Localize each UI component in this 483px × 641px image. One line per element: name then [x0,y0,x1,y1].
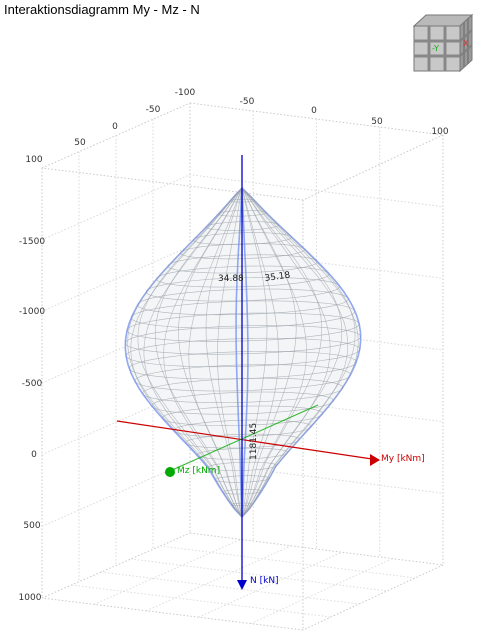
my-tick-label: -100 [175,88,196,98]
surface-fill [125,188,361,517]
my-tick-label: -50 [240,97,255,107]
value-label-1: 34.88 [218,274,244,284]
surface-main-meridian [124,187,243,518]
surface-meridian [178,187,243,518]
surface-meridian [137,187,243,518]
box-edge [302,564,444,631]
my-tick-label: 100 [431,127,448,137]
surface-meridian [205,187,243,518]
n-tick-label: -1500 [19,237,45,247]
surface-main-meridian [235,187,243,518]
surface-meridian [188,187,243,518]
n-tick-label: 500 [23,521,40,531]
axis-ticks: -100-50050100500-50100-1500-1000-5000500… [19,88,449,603]
coordinate-axes: My [kNm] Mz [kNm] N [kN] [116,155,425,590]
wall-gridline [41,460,444,527]
n-tick-label: 100 [25,155,42,165]
floor-gridline [93,538,241,605]
mz-tick-label: 0 [112,122,118,132]
surface-meridian [241,187,359,518]
wall-gridline [41,174,444,241]
box-edge [41,532,191,599]
mz-tick-label: 50 [74,138,86,148]
floor-gridline [130,558,388,592]
view-cube-front-label: -Y [432,44,439,53]
box-edge [189,102,444,136]
interaction-surface [124,187,362,518]
floor-gridline [250,558,393,625]
n-tick-label: -500 [22,379,43,389]
n-tick-label: 0 [31,450,37,460]
chart-title: Interaktionsdiagramm My - Mz - N [4,2,200,17]
n-tick-label: 1000 [19,593,42,603]
n-axis-label: N [kN] [250,576,279,586]
surface-meridian [241,187,279,518]
value-labels: 34.88 35.18 1181.45 [218,270,291,460]
surface-meridian [241,187,323,518]
box-edge [189,532,444,566]
surface-main-meridian [241,187,249,518]
floor-gridline [71,584,332,618]
surface-meridian [127,187,243,518]
surface-meridian [217,187,243,518]
my-tick-label: 0 [311,106,317,116]
mz-axis-marker[interactable] [165,467,175,477]
surface-meridian [241,187,343,518]
surface-meridian [241,187,268,518]
mz-axis-line [169,404,319,472]
mz-tick-label: -50 [146,105,161,115]
view-cube[interactable]: -Y X [410,12,474,74]
surface-meridian [154,187,243,518]
n-axis-arrowhead [237,580,247,590]
box-edge [302,134,444,201]
view-cube-side-label: X [463,39,469,48]
surface-meridian [241,187,356,518]
surface-meridian [163,187,243,518]
floor-gridline [160,545,416,579]
box-edge [41,597,304,631]
value-label-2: 35.18 [264,270,291,284]
surface-meridian [241,187,307,518]
surface-meridian [143,187,243,518]
mz-axis-label: Mz [kNm] [177,466,220,476]
my-tick-label: 50 [371,117,383,127]
my-axis-label: My [kNm] [381,454,425,464]
box-edge [41,167,304,201]
n-tick-label: -1000 [19,307,45,317]
surface-meridian [241,187,297,518]
my-axis-arrowhead [370,454,380,466]
floor-gridline [101,571,360,605]
my-axis-line [116,420,373,460]
value-label-3: 1181.45 [249,423,259,460]
